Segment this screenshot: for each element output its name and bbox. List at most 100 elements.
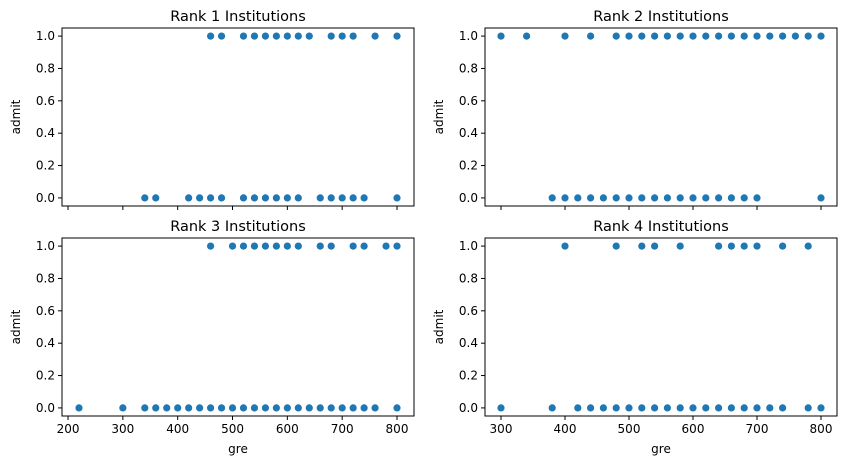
y-tick-label: 0.0 [36, 191, 55, 205]
scatter-point [141, 404, 149, 412]
scatter-point [766, 32, 774, 40]
scatter-point [651, 32, 659, 40]
scatter-point [239, 194, 248, 202]
scatter-point [689, 404, 697, 412]
scatter-point [327, 194, 335, 202]
x-tick-label: 600 [276, 422, 299, 436]
scatter-point [727, 32, 736, 40]
scatter-point [206, 32, 215, 40]
y-tick-label: 0.4 [459, 336, 478, 350]
scatter-point [817, 404, 825, 412]
scatter-point [196, 194, 204, 202]
scatter-point [663, 32, 672, 40]
y-tick-label: 0.8 [459, 271, 478, 285]
scatter-point [283, 404, 291, 412]
scatter-point [651, 242, 659, 250]
scatter-point [574, 194, 582, 202]
scatter-point [272, 242, 280, 250]
subplot-4: Rank 4 Institutions 0.0 0.2 0.4 0.6 0.8 1.0 adm… [432, 219, 838, 456]
subplot-2: Rank 2 Institutions 0.0 0.2 0.4 0.6 0.8 1.0 adm… [432, 9, 838, 210]
subplot-3: Rank 3 Institutions 0.0 0.2 0.4 0.6 0.8 1.0 adm… [9, 219, 415, 456]
y-tick-label: 0.0 [36, 401, 55, 415]
scatter-point [152, 194, 160, 202]
scatter-point [702, 194, 710, 202]
scatter-point [727, 242, 736, 250]
scatter-point [360, 242, 368, 250]
scatter-point [119, 404, 127, 412]
scatter-point [715, 404, 723, 412]
scatter-point [676, 32, 684, 40]
scatter-point [272, 404, 280, 412]
x-tick-label: 200 [57, 422, 80, 436]
y-tick-label: 0.4 [36, 336, 55, 350]
x-tick-label: 400 [166, 422, 189, 436]
scatter-point [625, 404, 633, 412]
scatter-point [174, 404, 182, 412]
scatter-point [753, 242, 761, 250]
scatter-point [327, 242, 335, 250]
scatter-point [327, 32, 335, 40]
scatter-point [612, 194, 620, 202]
scatter-point [587, 194, 595, 202]
scatter-point [261, 194, 270, 202]
scatter-point [349, 242, 357, 250]
scatter-point [804, 404, 812, 412]
scatter-point [206, 194, 215, 202]
y-tick-label: 0.6 [36, 304, 55, 318]
scatter-point [676, 194, 684, 202]
scatter-point [250, 32, 259, 40]
scatter-point [753, 404, 761, 412]
scatter-point [217, 404, 226, 412]
scatter-point [612, 32, 620, 40]
scatter-point [141, 194, 149, 202]
scatter-point [791, 32, 800, 40]
scatter-point [651, 404, 659, 412]
scatter-point [316, 404, 324, 412]
scatter-point [360, 194, 368, 202]
scatter-point [305, 32, 313, 40]
scatter-point [294, 242, 302, 250]
y-axis-label: admit [432, 99, 446, 134]
scatter-point [753, 32, 761, 40]
scatter-point [261, 242, 270, 250]
scatter-point [587, 32, 595, 40]
scatter-point [261, 404, 270, 412]
scatter-point [561, 32, 569, 40]
scatter-point [239, 242, 248, 250]
scatter-point [327, 404, 335, 412]
y-axis-label: admit [9, 99, 23, 134]
x-tick-label: 700 [331, 422, 354, 436]
scatter-point [753, 194, 761, 202]
scatter-point [75, 404, 83, 412]
scatter-point [393, 194, 401, 202]
scatter-point [239, 404, 248, 412]
scatter-point [217, 194, 226, 202]
y-tick-label: 0.8 [36, 271, 55, 285]
scatter-point [228, 404, 237, 412]
y-axis-label: admit [9, 309, 23, 344]
scatter-point [625, 32, 633, 40]
scatter-point [663, 404, 672, 412]
scatter-point [272, 32, 280, 40]
scatter-point [250, 404, 259, 412]
scatter-point [612, 404, 620, 412]
scatter-point [338, 32, 346, 40]
y-tick-label: 0.2 [459, 159, 478, 173]
scatter-point [638, 32, 646, 40]
x-axis-label: gre [651, 442, 671, 456]
scatter-point [689, 194, 697, 202]
y-tick-label: 0.2 [36, 369, 55, 383]
scatter-point [599, 404, 608, 412]
plot-frame [484, 237, 838, 417]
scatter-point [715, 32, 723, 40]
scatter-point [587, 404, 595, 412]
scatter-point [740, 242, 748, 250]
scatter-point [599, 194, 608, 202]
scatter-point [638, 242, 646, 250]
scatter-point [338, 194, 346, 202]
x-axis-label: gre [228, 442, 248, 456]
scatter-point [574, 404, 582, 412]
scatter-point [294, 194, 302, 202]
scatter-point [638, 194, 646, 202]
scatter-point [283, 242, 291, 250]
